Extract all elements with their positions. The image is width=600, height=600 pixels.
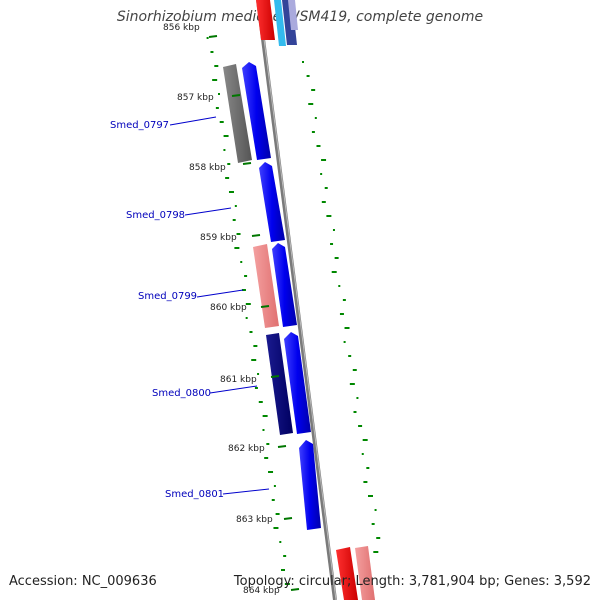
gene-smed-0799[interactable] [272,243,297,327]
kbp-tick [283,517,293,520]
kbp-label: 861 kbp [220,375,257,385]
kbp-tick [277,445,287,448]
gene-smed-0799-pink[interactable] [253,244,279,328]
kbp-label: 858 kbp [189,163,226,173]
gene-partial-bottom[interactable] [336,546,375,600]
kbp-label: 863 kbp [236,515,273,525]
map-title: Sinorhizobium medicae WSM419, complete g… [116,9,484,25]
kbp-tick [251,234,261,237]
gene-smed-0800-navy[interactable] [266,333,293,435]
kbp-tick [208,35,218,38]
gc-skew-track-inner [206,37,290,585]
genome-backbone-highlight [258,0,337,600]
kbp-label: 860 kbp [210,303,247,313]
gene-smed-0800[interactable] [284,332,311,434]
gene-smed-0801[interactable] [299,440,321,530]
kbp-scale: 856 kbp 857 kbp 858 kbp 859 kbp 860 kbp 861 k… [163,23,300,596]
gene-partial-top[interactable] [256,0,298,46]
genome-backbone [256,0,337,600]
gene-smed-0797-grey[interactable] [223,64,252,163]
gc-skew-track-outer [302,61,381,553]
kbp-tick [260,305,270,308]
kbp-label: 862 kbp [228,444,265,454]
accession-text: Accession: NC_009636 [9,574,157,589]
gene-label-leaders [169,116,270,495]
kbp-label: 859 kbp [200,233,237,243]
gene-label[interactable]: Smed_0797 [110,120,169,131]
gene-label[interactable]: Smed_0799 [138,291,197,302]
gene-label[interactable]: Smed_0800 [152,388,211,399]
gene-smed-0797[interactable] [242,62,271,160]
kbp-tick [290,588,300,591]
kbp-tick [270,375,280,378]
kbp-tick [231,94,241,97]
kbp-label: 864 kbp [243,586,280,596]
topology-text: Topology: circular; Length: 3,781,904 bp… [233,574,591,589]
gene-labels: Smed_0797 Smed_0798 Smed_0799 Smed_0800 Smed… [110,120,224,500]
kbp-tick [242,162,252,165]
kbp-label: 856 kbp [163,23,200,33]
gene-label[interactable]: Smed_0798 [126,210,185,221]
gene-smed-0798[interactable] [259,162,285,242]
gene-label[interactable]: Smed_0801 [165,489,224,500]
kbp-label: 857 kbp [177,93,214,103]
